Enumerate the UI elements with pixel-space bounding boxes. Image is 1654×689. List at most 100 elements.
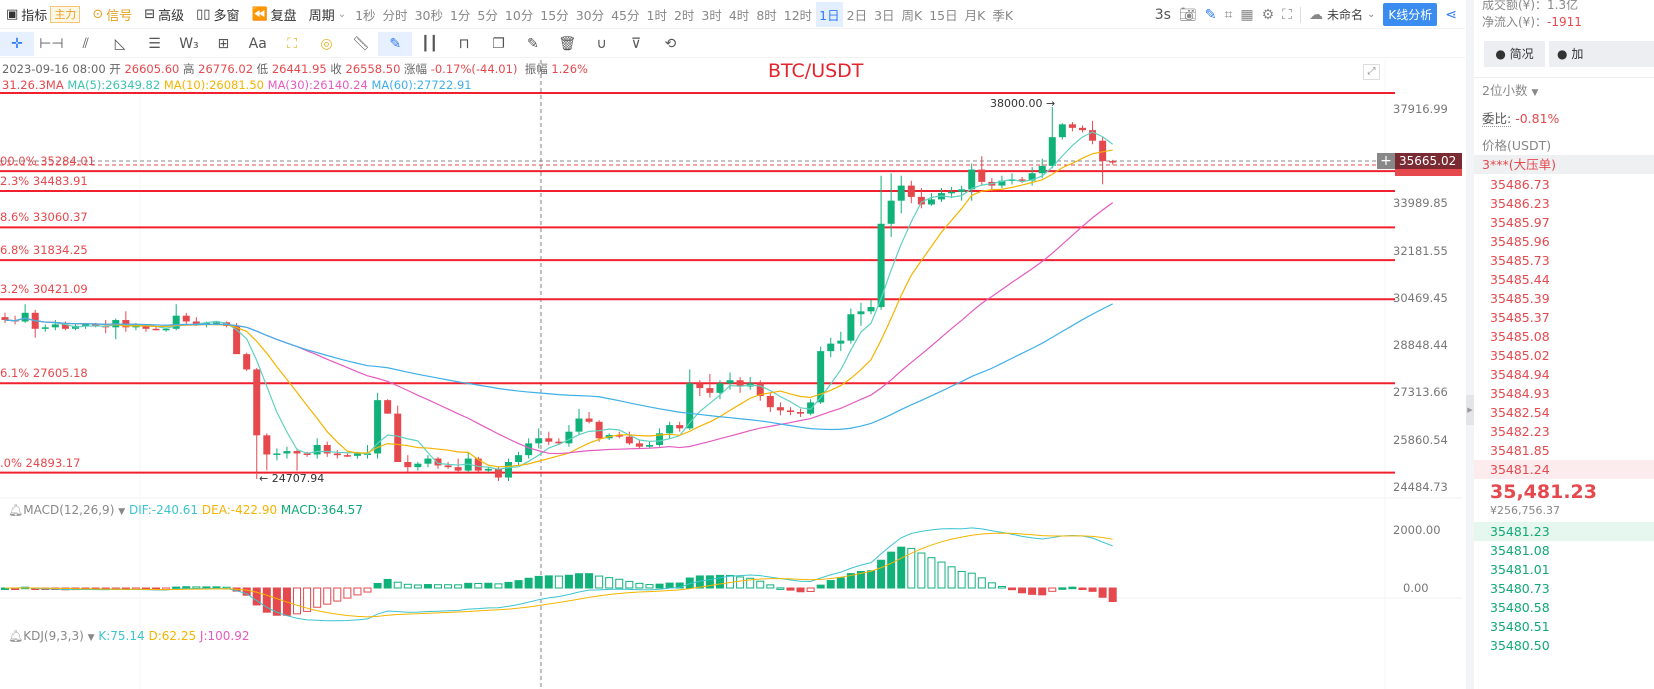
period-tab[interactable]: 1日 bbox=[816, 2, 843, 27]
share-icon[interactable]: ⋖ bbox=[1445, 6, 1457, 23]
bid-row[interactable]: 35480.50 bbox=[1490, 638, 1550, 653]
fib-retracement-icon[interactable]: ⛶ bbox=[287, 35, 298, 52]
edit-icon[interactable]: ✎ bbox=[526, 35, 539, 52]
refresh-interval[interactable]: 3s bbox=[1154, 6, 1171, 23]
period-tab[interactable]: 15分 bbox=[540, 8, 569, 23]
collapse-handle-icon[interactable]: ▶ bbox=[1466, 395, 1474, 425]
caret-down-icon[interactable]: ▼ bbox=[87, 633, 95, 643]
ask-row[interactable]: 35482.54 bbox=[1490, 405, 1550, 420]
wave-w3-icon[interactable]: W₃ bbox=[179, 35, 199, 52]
ask-row[interactable]: 35485.08 bbox=[1490, 329, 1550, 344]
fib-circle-icon[interactable]: ◎ bbox=[320, 35, 333, 52]
period-tab[interactable]: 周K bbox=[901, 8, 923, 23]
triangle-icon[interactable]: ◺ bbox=[114, 35, 126, 52]
period-tab[interactable]: 分时 bbox=[382, 8, 408, 23]
period-tab[interactable]: 1秒 bbox=[355, 8, 376, 23]
add-order-plus-icon[interactable]: + bbox=[1377, 153, 1395, 169]
crop-icon[interactable]: ⌗ bbox=[1224, 6, 1233, 23]
macd-histogram-bar bbox=[1068, 586, 1077, 590]
line-segment-icon[interactable]: ⊢⊣ bbox=[39, 35, 64, 52]
ask-row[interactable]: 35481.24 bbox=[1474, 460, 1654, 479]
ask-row[interactable]: 35484.94 bbox=[1490, 367, 1550, 382]
period-tab[interactable]: 2时 bbox=[673, 8, 695, 23]
period-tab[interactable]: 4时 bbox=[728, 8, 750, 23]
calculator-icon[interactable]: ▦ bbox=[1240, 6, 1254, 23]
second-button[interactable]: ● 加 bbox=[1549, 41, 1654, 67]
period-tab[interactable]: 15日 bbox=[929, 8, 958, 23]
bid-row[interactable]: 35480.51 bbox=[1490, 619, 1550, 634]
kline-analysis-button[interactable]: K线分析 bbox=[1383, 3, 1438, 26]
overview-button[interactable]: ● 简况 bbox=[1484, 41, 1545, 67]
ask-row[interactable]: 35482.23 bbox=[1490, 424, 1550, 439]
bid-row[interactable]: 35481.23 bbox=[1474, 522, 1654, 541]
ma5-value: MA(5):26349.82 bbox=[67, 78, 161, 92]
period-tab[interactable]: 1时 bbox=[646, 8, 667, 23]
multi-window-button[interactable]: ▯▯ 多窗 bbox=[196, 5, 239, 24]
kline-chart[interactable] bbox=[0, 0, 1462, 689]
period-tab[interactable]: 45分 bbox=[611, 8, 640, 23]
period-tab[interactable]: 1分 bbox=[449, 8, 471, 23]
bell-icon[interactable]: 🔔︎ bbox=[8, 629, 24, 643]
ask-row[interactable]: 35486.73 bbox=[1490, 177, 1550, 192]
indicators-button[interactable]: ▣ 指标 主力 bbox=[6, 5, 81, 24]
bid-row[interactable]: 35480.58 bbox=[1490, 600, 1550, 615]
decimals-dropdown[interactable]: 2位小数 ▼ bbox=[1482, 80, 1538, 99]
change-value: -0.17%(-44.01) bbox=[430, 62, 518, 76]
bell-icon[interactable]: 🔔︎ bbox=[8, 503, 24, 517]
crosshair-icon[interactable]: ✛ bbox=[0, 31, 34, 56]
signal-button[interactable]: ⊙ 信号 bbox=[92, 5, 132, 24]
period-tab[interactable]: 12时 bbox=[783, 8, 813, 23]
filter-icon[interactable]: ⊽ bbox=[630, 35, 642, 52]
ask-row[interactable]: 35485.37 bbox=[1490, 310, 1550, 325]
period-tab[interactable]: 月K bbox=[964, 8, 986, 23]
rectangle-icon[interactable]: ⊞ bbox=[217, 35, 230, 52]
ask-row[interactable]: 35485.73 bbox=[1490, 253, 1550, 268]
period-tab[interactable]: 30秒 bbox=[414, 8, 443, 23]
parallel-channel-icon[interactable]: ⫽ bbox=[82, 35, 89, 52]
ruler-icon[interactable]: 📏︎ bbox=[352, 35, 370, 52]
period-tab[interactable]: 3日 bbox=[874, 8, 895, 23]
trash-icon[interactable]: 🗑︎ bbox=[558, 35, 577, 52]
ask-row[interactable]: 35485.44 bbox=[1490, 272, 1550, 287]
ask-row[interactable]: 35485.02 bbox=[1490, 348, 1550, 363]
ask-row[interactable]: 35481.85 bbox=[1490, 443, 1550, 458]
bid-row[interactable]: 35480.73 bbox=[1490, 581, 1550, 596]
bid-row[interactable]: 35481.08 bbox=[1490, 543, 1550, 558]
expand-icon[interactable]: ⤢ bbox=[1363, 64, 1380, 80]
main-force-badge[interactable]: 主力 bbox=[50, 6, 81, 23]
brush-icon[interactable]: ✎ bbox=[378, 31, 413, 56]
fullscreen-icon[interactable]: ⛶ bbox=[1282, 6, 1292, 23]
camera-icon[interactable]: 📷︎ bbox=[1178, 6, 1197, 23]
kdj-label[interactable]: KDJ(9,3,3) bbox=[23, 629, 84, 643]
period-dropdown[interactable]: 周期 ⌄ bbox=[309, 5, 346, 24]
copy-icon[interactable]: ❐ bbox=[492, 35, 505, 52]
period-tab[interactable]: 30分 bbox=[575, 8, 605, 23]
sync-icon[interactable]: ⟲ bbox=[664, 35, 677, 52]
bid-row[interactable]: 35481.01 bbox=[1490, 562, 1550, 577]
big-order-row[interactable]: 3***(大压单) bbox=[1474, 155, 1654, 174]
period-tab[interactable]: 8时 bbox=[756, 8, 777, 23]
candle-pattern-icon[interactable]: ┃┃ bbox=[421, 35, 439, 52]
period-tab[interactable]: 10分 bbox=[504, 8, 534, 23]
ask-row[interactable]: 35484.93 bbox=[1490, 386, 1550, 401]
settings-icon[interactable]: ⚙ bbox=[1261, 6, 1275, 23]
horizontal-lines-icon[interactable]: ☰ bbox=[148, 35, 161, 52]
ask-row[interactable]: 35485.97 bbox=[1490, 215, 1550, 230]
period-tab[interactable]: 5分 bbox=[477, 8, 498, 23]
pencil-icon[interactable]: ✎ bbox=[1204, 6, 1217, 23]
text-aa-icon[interactable]: Aa bbox=[248, 35, 267, 52]
replay-button[interactable]: ⏪ 复盘 bbox=[251, 5, 296, 24]
ask-row[interactable]: 35485.96 bbox=[1490, 234, 1550, 249]
period-tab[interactable]: 3时 bbox=[701, 8, 722, 23]
lock-icon[interactable]: ⊓ bbox=[458, 35, 470, 52]
fib-level-label: 8.6% 33060.37 bbox=[0, 210, 88, 225]
caret-down-icon[interactable]: ▼ bbox=[118, 507, 126, 517]
magnet-icon[interactable]: ∪ bbox=[596, 35, 607, 52]
macd-label[interactable]: MACD(12,26,9) bbox=[23, 503, 115, 517]
advanced-button[interactable]: ⊟ 高级 bbox=[144, 5, 184, 24]
layout-name-dropdown[interactable]: 未命名 bbox=[1326, 8, 1363, 22]
period-tab[interactable]: 季K bbox=[992, 8, 1014, 23]
ask-row[interactable]: 35485.39 bbox=[1490, 291, 1550, 306]
ask-row[interactable]: 35486.23 bbox=[1490, 196, 1550, 211]
period-tab[interactable]: 2日 bbox=[846, 8, 868, 23]
